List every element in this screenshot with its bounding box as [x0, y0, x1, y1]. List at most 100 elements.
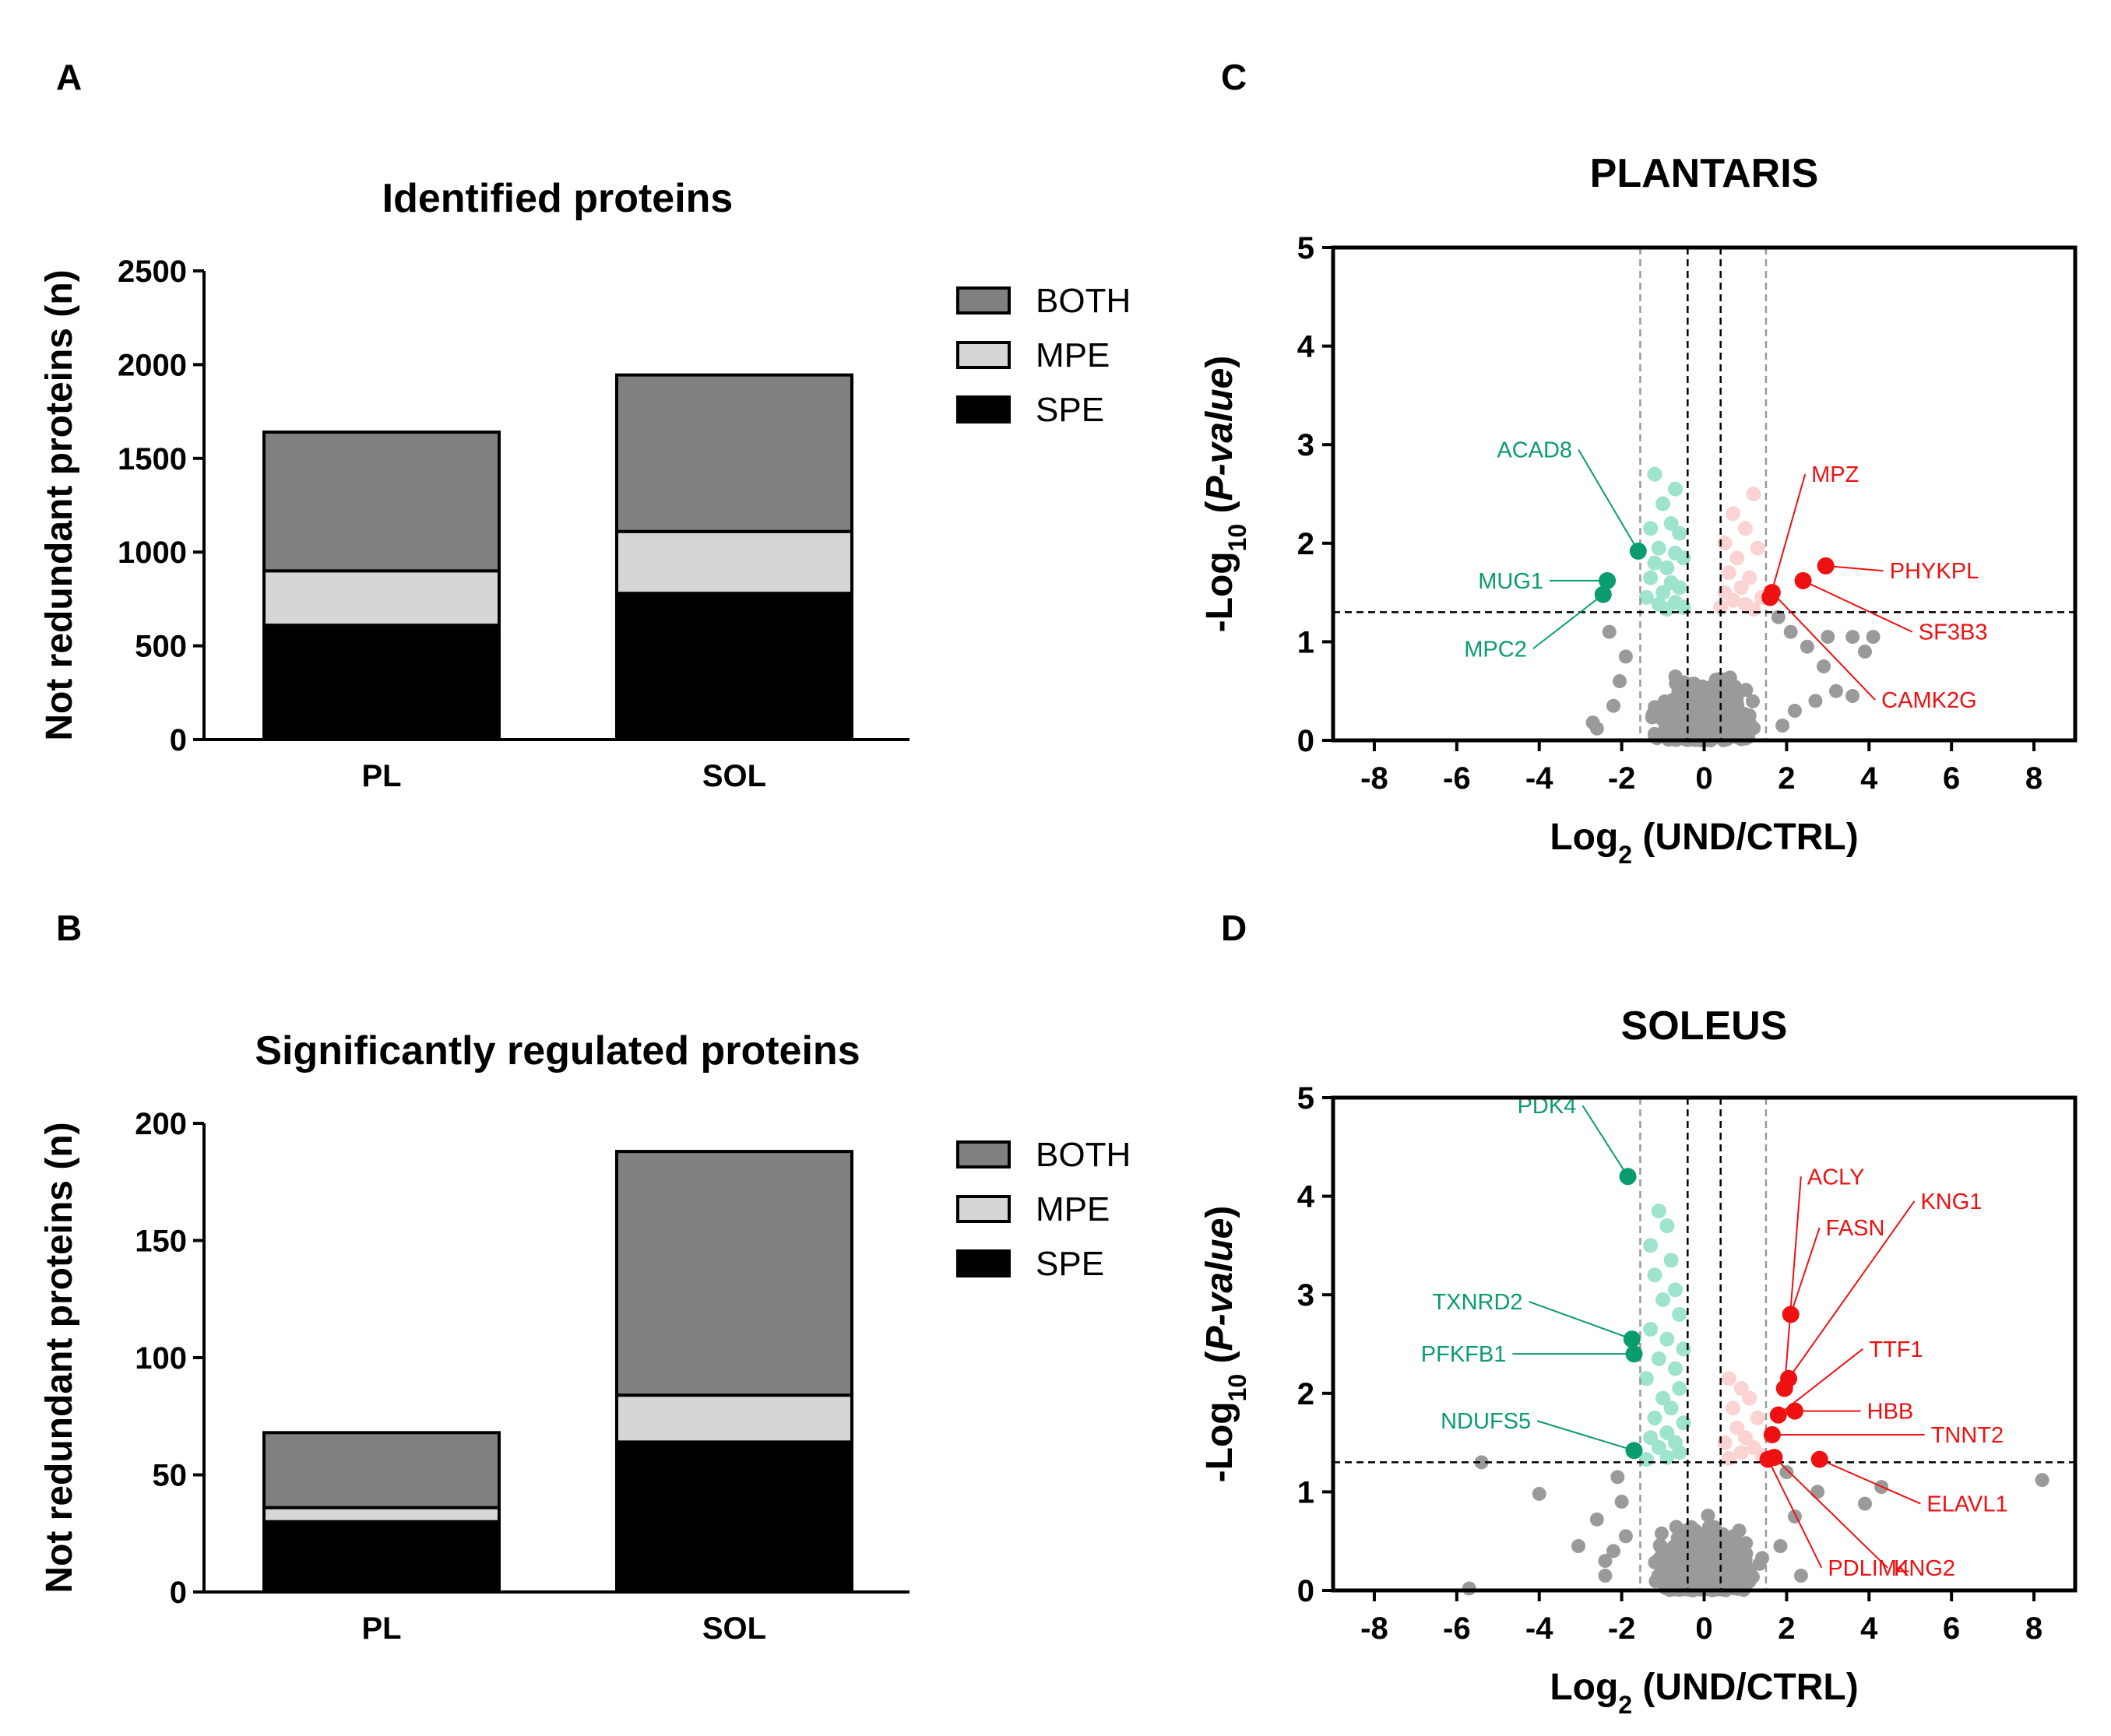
down-point — [1655, 496, 1671, 511]
x-tick-label: 2 — [1778, 1611, 1795, 1646]
down-point — [1651, 540, 1666, 556]
up-point — [1713, 599, 1729, 615]
down-point — [1647, 466, 1662, 482]
ns-point — [1810, 1485, 1825, 1499]
down-point — [1672, 1380, 1687, 1396]
up-point — [1717, 536, 1733, 551]
ns-point — [2035, 1473, 2049, 1488]
ns-point — [1857, 1496, 1872, 1511]
down-point — [1647, 1410, 1662, 1425]
gene-leader-acly — [1783, 1176, 1802, 1389]
x-tick-label: 0 — [1695, 761, 1712, 796]
down-point — [1651, 1351, 1666, 1366]
gene-point-ndufs5 — [1625, 1442, 1643, 1460]
ns-point — [1598, 1554, 1613, 1569]
y-axis-title-open: ( — [1199, 501, 1240, 523]
ns-point — [1866, 630, 1881, 645]
x-axis-title-rest: (UND/CTRL) — [1632, 817, 1859, 858]
down-point — [1672, 580, 1687, 596]
gene-label-camk2g: CAMK2G — [1881, 688, 1976, 713]
ns-point — [1787, 1509, 1802, 1524]
down-point — [1638, 589, 1654, 605]
ns-point — [1845, 630, 1860, 645]
down-point — [1643, 1322, 1659, 1337]
y-axis-title-close: ) — [1199, 1206, 1240, 1218]
bar-pl-both — [262, 430, 501, 573]
down-point — [1672, 525, 1687, 541]
gene-label-sf3b3: SF3B3 — [1919, 620, 1988, 645]
y-tick-label: 100 — [135, 1341, 187, 1376]
ns-point — [1732, 1523, 1747, 1538]
up-point — [1721, 565, 1736, 581]
down-point — [1667, 481, 1683, 497]
legend-label-spe: SPE — [1036, 1245, 1104, 1283]
x-tick-label: SOL — [702, 759, 766, 793]
down-point — [1659, 1425, 1675, 1440]
legend-label-both: BOTH — [1036, 1136, 1131, 1174]
gene-leader-sf3b3 — [1803, 580, 1913, 633]
ns-point — [1571, 1539, 1586, 1554]
y-tick-label: 4 — [1297, 1180, 1315, 1214]
down-point — [1643, 521, 1659, 536]
gene-label-tnnt2: TNNT2 — [1931, 1423, 2004, 1448]
y-tick-label: 500 — [135, 630, 187, 664]
x-tick-label: 2 — [1778, 761, 1795, 796]
up-point — [1733, 1380, 1749, 1396]
gene-label-ttf1: TTF1 — [1869, 1337, 1923, 1362]
panel-letter: B — [56, 908, 82, 948]
ns-point — [1585, 715, 1600, 730]
ns-point — [1687, 1524, 1702, 1539]
down-point — [1663, 1253, 1679, 1268]
up-point — [1750, 1410, 1765, 1425]
chart-title: PLANTARIS — [1590, 151, 1819, 196]
up-point — [1726, 592, 1741, 608]
gene-label-fasn: FASN — [1826, 1216, 1885, 1241]
gene-leader-txnrd2 — [1529, 1301, 1633, 1341]
gene-point-mug1 — [1599, 571, 1617, 589]
y-tick-label: 2 — [1297, 527, 1314, 561]
down-point — [1643, 1238, 1659, 1253]
ns-point — [1606, 1544, 1621, 1559]
up-point — [1729, 550, 1745, 566]
gene-label-acad8: ACAD8 — [1497, 438, 1572, 463]
gene-point-hbb — [1786, 1402, 1803, 1420]
legend-label-both: BOTH — [1036, 282, 1131, 320]
down-point — [1672, 1445, 1687, 1460]
chart-title: Significantly regulated proteins — [255, 1028, 860, 1074]
up-point — [1737, 1430, 1753, 1446]
ns-point — [1783, 624, 1798, 639]
bar-pl-spe — [262, 624, 501, 741]
ns-point — [1690, 705, 1705, 720]
bar-pl-spe — [262, 1520, 501, 1594]
y-axis-title: Not redundant proteins (n) — [39, 269, 80, 740]
up-point — [1742, 570, 1757, 585]
up-point — [1721, 1371, 1736, 1386]
ns-point — [1787, 704, 1802, 719]
ns-point — [1652, 1538, 1667, 1553]
panel-letter: C — [1221, 57, 1247, 97]
y-tick-label: 200 — [135, 1107, 187, 1141]
down-point — [1659, 560, 1675, 575]
ns-point — [1752, 1556, 1767, 1571]
down-point — [1667, 1282, 1683, 1298]
ns-point — [1739, 683, 1754, 698]
gene-leader-kng1 — [1788, 1200, 1916, 1379]
x-tick-label: 8 — [2025, 1611, 2042, 1646]
x-tick-label: 4 — [1860, 761, 1878, 796]
gene-point-tnnt2 — [1763, 1425, 1781, 1443]
x-tick-label: -4 — [1525, 761, 1553, 796]
legend-label-mpe: MPE — [1036, 1190, 1110, 1228]
down-point — [1655, 1292, 1671, 1308]
ns-point — [1773, 1539, 1788, 1554]
ns-point — [1610, 1470, 1625, 1485]
y-axis-title-close: ) — [1199, 356, 1240, 368]
ns-point — [1738, 1552, 1753, 1567]
down-point — [1663, 1400, 1679, 1416]
ns-point — [1808, 694, 1823, 708]
bar-pl-both — [262, 1431, 501, 1509]
down-point — [1676, 550, 1691, 566]
y-tick-label: 2 — [1297, 1377, 1314, 1411]
ns-point — [1721, 1576, 1736, 1591]
chart-d: DSOLEUSPDK4TXNRD2PFKFB1NDUFS5ACLYFASNKNG… — [1199, 908, 2078, 1719]
x-tick-label: PL — [361, 759, 401, 793]
